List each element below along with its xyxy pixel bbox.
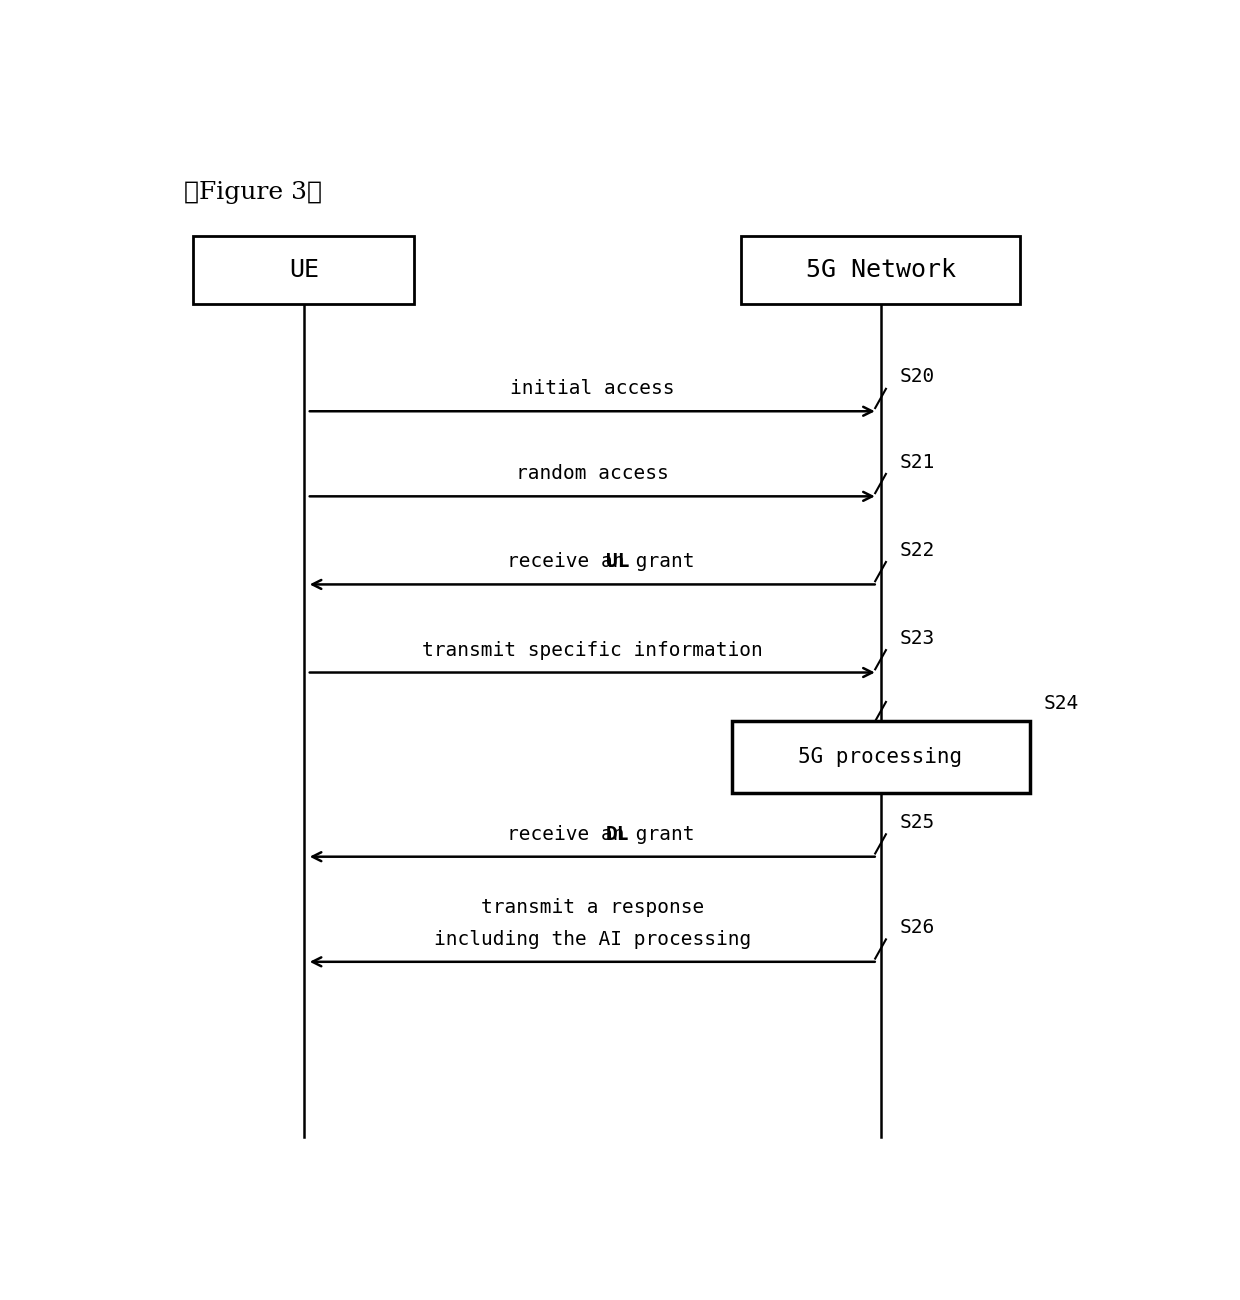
Text: S22: S22 bbox=[900, 541, 935, 559]
Text: UE: UE bbox=[289, 259, 319, 282]
Text: S24: S24 bbox=[1044, 694, 1079, 712]
Text: S23: S23 bbox=[900, 629, 935, 647]
Text: receive an: receive an bbox=[507, 552, 636, 572]
Text: UL: UL bbox=[605, 552, 629, 572]
Bar bbox=[732, 720, 1029, 793]
Text: including the AI processing: including the AI processing bbox=[434, 930, 751, 949]
Text: initial access: initial access bbox=[510, 380, 675, 398]
Text: random access: random access bbox=[516, 464, 668, 484]
Text: S20: S20 bbox=[900, 368, 935, 386]
Bar bbox=[742, 237, 1019, 304]
Text: S26: S26 bbox=[900, 918, 935, 937]
Text: transmit a response: transmit a response bbox=[481, 898, 704, 916]
Text: DL: DL bbox=[605, 824, 629, 844]
Text: 5G processing: 5G processing bbox=[799, 746, 962, 767]
Text: grant: grant bbox=[624, 552, 694, 572]
Text: transmit specific information: transmit specific information bbox=[422, 641, 763, 659]
Text: S25: S25 bbox=[900, 812, 935, 832]
Text: S21: S21 bbox=[900, 452, 935, 472]
Text: receive an: receive an bbox=[507, 824, 636, 844]
Text: grant: grant bbox=[624, 824, 694, 844]
Text: 》Figure 3《: 》Figure 3《 bbox=[184, 181, 322, 204]
Text: 5G Network: 5G Network bbox=[806, 259, 956, 282]
Bar bbox=[193, 237, 414, 304]
